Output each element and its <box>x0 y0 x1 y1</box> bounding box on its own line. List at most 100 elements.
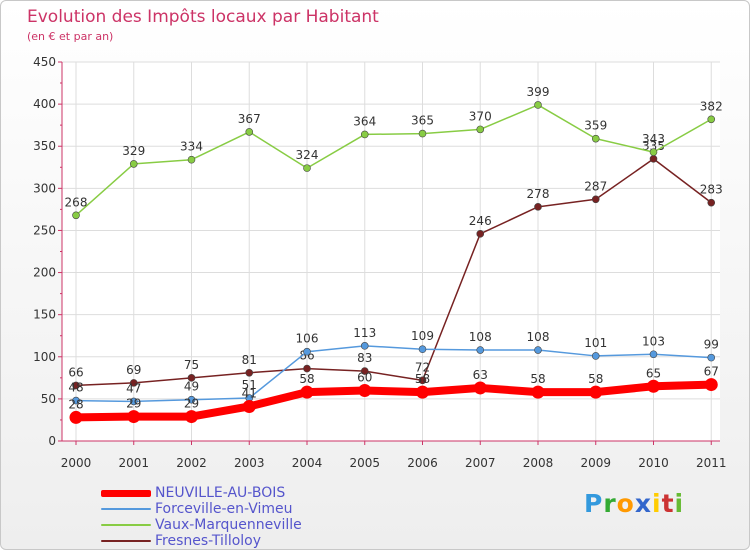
data-label: 60 <box>357 370 372 384</box>
data-label: 66 <box>68 365 83 379</box>
data-point <box>649 155 658 163</box>
data-label: 99 <box>704 338 719 352</box>
data-point <box>647 379 660 393</box>
data-point <box>649 350 658 359</box>
data-point <box>360 130 369 139</box>
data-label: 47 <box>126 381 141 395</box>
data-point <box>127 410 141 424</box>
data-point <box>534 101 542 109</box>
data-label: 287 <box>584 179 607 193</box>
series-line <box>75 158 712 387</box>
data-point <box>476 125 485 134</box>
data-label: 370 <box>469 109 492 123</box>
data-point <box>129 160 138 168</box>
data-label: 63 <box>473 368 488 382</box>
data-label: 58 <box>299 372 314 386</box>
logo-letter: o <box>616 489 635 518</box>
y-tick-label: 100 <box>33 350 56 364</box>
y-tick-label: 450 <box>33 55 56 69</box>
data-point <box>300 385 314 399</box>
series-forceville-en-vimeu: 48 47 49 51 106 113 109 108 108 101 103 99 <box>68 326 719 406</box>
x-tick-label: 2008 <box>523 456 554 470</box>
data-label: 29 <box>126 397 141 411</box>
data-label: 106 <box>296 332 319 346</box>
x-tick-label: 2002 <box>176 456 207 470</box>
data-label: 49 <box>184 380 199 394</box>
data-point <box>416 385 429 399</box>
data-point <box>303 364 311 373</box>
data-label: 359 <box>584 119 607 133</box>
x-tick-label: 2003 <box>234 456 265 470</box>
data-label: 399 <box>527 85 550 99</box>
y-tick-label: 300 <box>33 181 56 195</box>
data-point <box>418 376 427 385</box>
legend-swatch <box>101 540 151 542</box>
data-point <box>72 381 80 390</box>
x-tick-label: 2005 <box>349 456 380 470</box>
data-label: 324 <box>296 148 319 162</box>
data-label: 58 <box>530 372 545 386</box>
data-label: 58 <box>415 372 430 386</box>
data-label: 81 <box>242 353 257 367</box>
data-point <box>707 198 716 207</box>
y-tick-label: 0 <box>48 434 56 448</box>
legend-label: Fresnes-Tilloloy <box>155 533 262 549</box>
data-label: 278 <box>527 187 550 201</box>
data-point <box>534 346 542 354</box>
data-label: 108 <box>469 330 492 344</box>
logo-letter: x <box>634 489 652 518</box>
data-label: 108 <box>527 330 550 344</box>
series-vaux-marquenneville: 268 329 334 367 324 364 365 370 399 359 343 382 <box>65 85 723 220</box>
logo-letter: t <box>661 489 675 518</box>
data-point <box>187 155 196 164</box>
data-point <box>704 378 718 392</box>
y-tick-label: 400 <box>33 97 56 111</box>
series-line <box>75 104 712 217</box>
data-label: 283 <box>700 183 723 197</box>
data-label: 28 <box>68 397 83 411</box>
data-label: 83 <box>357 351 372 365</box>
data-label: 51 <box>242 378 257 392</box>
legend-label: Vaux-Marquenneville <box>155 517 302 533</box>
data-point <box>418 345 427 353</box>
data-label: 113 <box>353 326 376 340</box>
data-point <box>591 195 600 204</box>
data-point <box>69 410 83 424</box>
logo-letter: r <box>603 489 617 518</box>
series-neuville-au-bois: 28 29 29 41 58 60 58 63 58 58 65 67 <box>68 365 719 424</box>
data-point <box>72 211 80 220</box>
data-point <box>360 342 369 350</box>
data-point <box>591 134 600 143</box>
y-tick-label: 150 <box>33 308 56 322</box>
data-label: 103 <box>642 334 665 348</box>
x-tick-label: 2000 <box>61 456 92 470</box>
data-point <box>72 396 80 405</box>
series-line <box>72 380 716 422</box>
data-label: 329 <box>122 144 145 158</box>
data-point <box>531 385 545 399</box>
data-point <box>476 346 485 354</box>
data-point <box>245 128 254 136</box>
data-label: 41 <box>242 386 257 400</box>
data-label: 367 <box>238 112 261 126</box>
data-point <box>649 148 658 156</box>
data-point <box>534 203 542 211</box>
data-point <box>187 374 196 382</box>
y-tick-label: 50 <box>41 392 56 406</box>
data-point <box>360 367 369 375</box>
data-label: 72 <box>415 360 430 374</box>
data-label: 343 <box>642 132 665 146</box>
plot-area <box>62 62 720 441</box>
data-point <box>242 399 256 413</box>
data-label: 29 <box>184 397 199 411</box>
logo-letter: i <box>674 489 685 518</box>
y-tick-label: 250 <box>33 223 56 237</box>
data-label: 246 <box>469 214 492 228</box>
data-label: 58 <box>588 372 603 386</box>
data-point <box>303 347 311 356</box>
data-label: 101 <box>584 336 607 350</box>
logo-letter: i <box>652 489 662 518</box>
data-point <box>185 410 198 424</box>
